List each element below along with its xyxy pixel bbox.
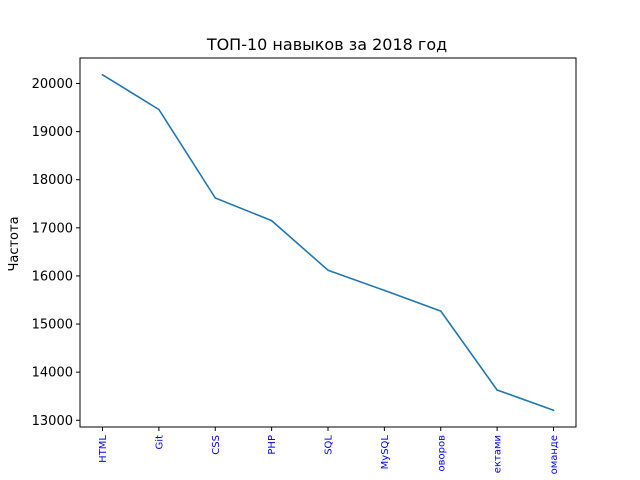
data-point xyxy=(101,74,104,76)
data-point xyxy=(158,108,160,111)
data-point xyxy=(270,219,273,222)
data-point xyxy=(383,289,386,292)
y-tick-label: 20000 xyxy=(32,77,73,92)
y-tick-label: 16000 xyxy=(32,269,73,284)
data-point xyxy=(439,310,442,312)
y-tick-label: 17000 xyxy=(32,221,73,236)
y-axis-label: Частота xyxy=(7,216,22,271)
data-point xyxy=(214,197,217,199)
x-tick-label: оманде xyxy=(549,435,560,474)
data-point xyxy=(496,389,498,391)
y-tick-label: 15000 xyxy=(32,318,73,333)
x-tick-label: PHP xyxy=(267,435,278,455)
x-tick-label: оворов xyxy=(436,435,447,472)
x-tick-label: Git xyxy=(154,435,165,450)
y-tick-label: 14000 xyxy=(32,366,73,381)
data-point xyxy=(327,269,329,271)
x-tick-label: SQL xyxy=(324,435,335,455)
data-point xyxy=(552,409,555,411)
y-tick-label: 18000 xyxy=(32,173,73,188)
x-tick-label: MySQL xyxy=(380,435,391,470)
chart-title: ТОП-10 навыков за 2018 год xyxy=(206,35,447,54)
y-tick-label: 13000 xyxy=(32,414,73,429)
x-tick-label: HTML xyxy=(98,435,109,463)
y-tick-label: 19000 xyxy=(32,125,73,140)
plot-frame xyxy=(79,57,577,428)
series-line xyxy=(101,74,555,412)
x-tick-label: CSS xyxy=(211,435,222,455)
x-tick-label: ектами xyxy=(493,435,504,473)
